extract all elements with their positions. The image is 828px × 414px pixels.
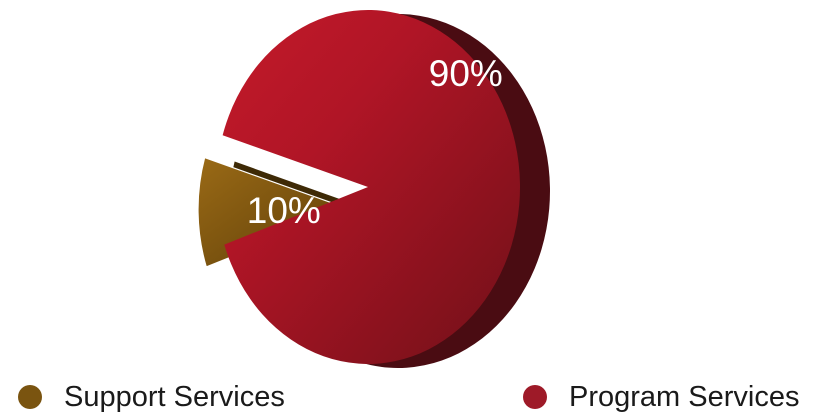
legend-label-program-services: Program Services — [569, 380, 800, 413]
data-label-program-services: 90% — [429, 53, 503, 94]
pie-slice-support-services — [197, 156, 352, 268]
legend-label-support-services: Support Services — [64, 380, 285, 413]
pie-slices-group — [197, 10, 550, 369]
legend-item-program-services: Program Services — [523, 380, 799, 414]
pie-slice-program-services — [222, 10, 520, 365]
legend-marker-program-services — [523, 385, 547, 409]
data-label-support-services: 10% — [247, 190, 321, 231]
legend-marker-support-services — [18, 385, 42, 409]
legend-item-support-services: Support Services — [18, 380, 285, 414]
